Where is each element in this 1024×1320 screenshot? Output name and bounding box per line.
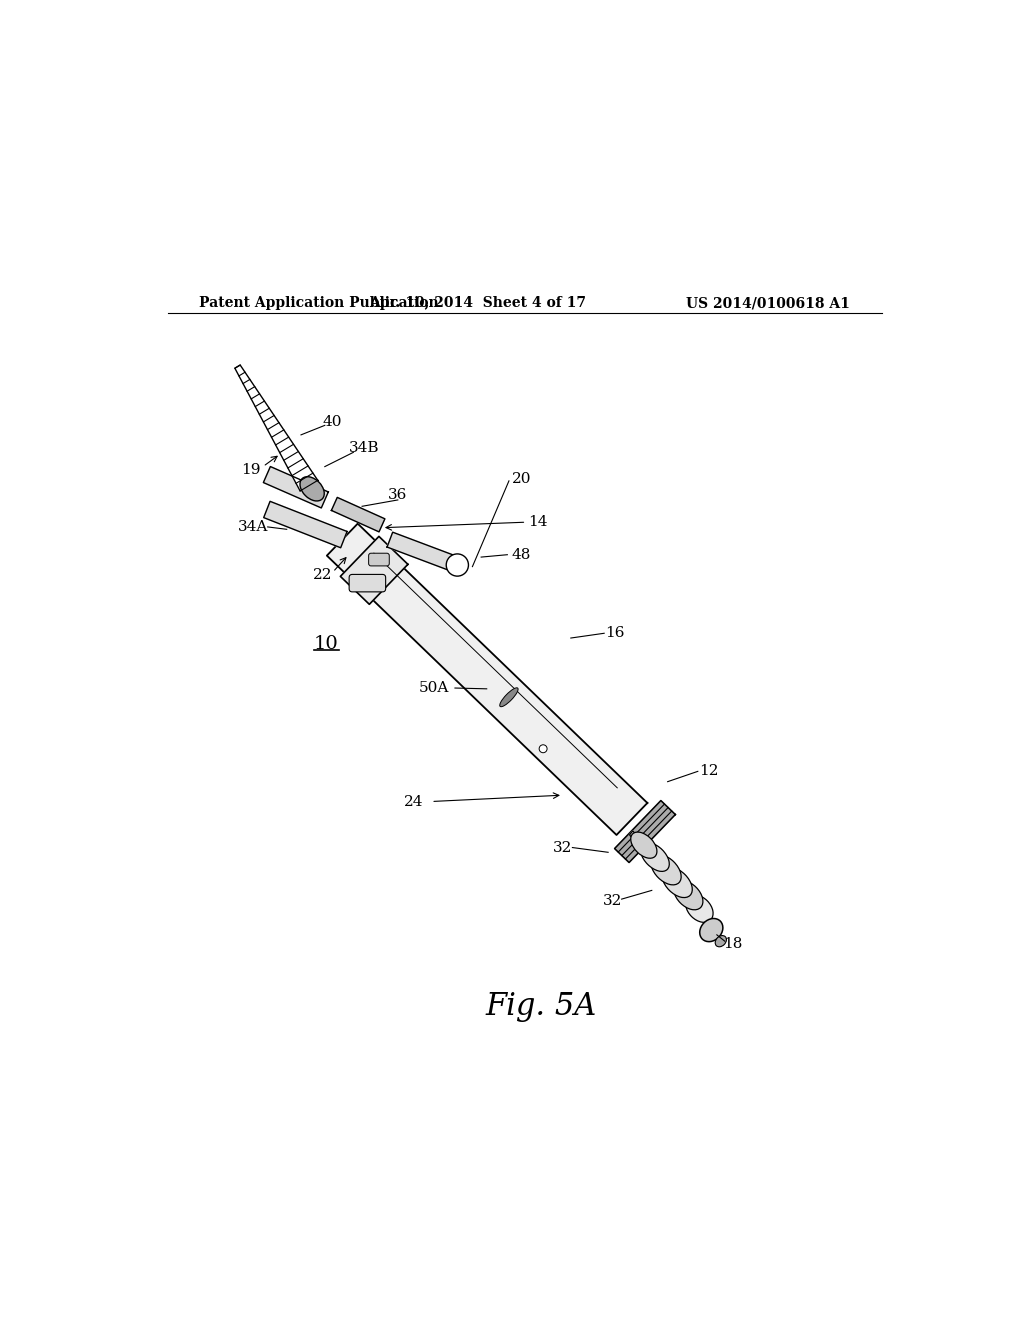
- Polygon shape: [614, 800, 676, 862]
- Text: 32: 32: [553, 841, 572, 854]
- Polygon shape: [263, 466, 329, 508]
- Polygon shape: [332, 498, 385, 532]
- Text: Apr. 10, 2014  Sheet 4 of 17: Apr. 10, 2014 Sheet 4 of 17: [369, 296, 586, 310]
- Ellipse shape: [500, 688, 518, 706]
- Ellipse shape: [651, 854, 681, 884]
- Polygon shape: [387, 532, 460, 573]
- Ellipse shape: [300, 477, 325, 502]
- Polygon shape: [264, 502, 347, 548]
- Text: 19: 19: [242, 463, 261, 477]
- Text: 14: 14: [527, 515, 547, 529]
- FancyBboxPatch shape: [349, 574, 386, 591]
- Text: US 2014/0100618 A1: US 2014/0100618 A1: [686, 296, 850, 310]
- Text: 34A: 34A: [239, 520, 268, 533]
- Text: 32: 32: [602, 894, 622, 908]
- Polygon shape: [630, 830, 641, 845]
- Text: Patent Application Publication: Patent Application Publication: [200, 296, 439, 310]
- Text: 24: 24: [403, 795, 424, 809]
- Text: 50A: 50A: [419, 681, 449, 696]
- Ellipse shape: [631, 832, 657, 858]
- Text: 16: 16: [605, 626, 625, 640]
- Circle shape: [446, 554, 468, 576]
- Ellipse shape: [663, 867, 692, 898]
- Ellipse shape: [674, 880, 702, 909]
- Text: 12: 12: [699, 764, 719, 779]
- Text: 22: 22: [312, 569, 332, 582]
- Ellipse shape: [686, 895, 713, 923]
- FancyBboxPatch shape: [369, 553, 389, 566]
- Text: 20: 20: [512, 473, 531, 486]
- Text: 34B: 34B: [349, 441, 380, 455]
- Text: Fig. 5A: Fig. 5A: [485, 991, 596, 1022]
- Text: 48: 48: [512, 548, 531, 562]
- Text: 10: 10: [314, 635, 339, 653]
- Text: 36: 36: [388, 488, 408, 502]
- Circle shape: [540, 744, 547, 752]
- Ellipse shape: [699, 919, 723, 941]
- Text: 40: 40: [323, 416, 342, 429]
- Polygon shape: [340, 536, 408, 605]
- Ellipse shape: [641, 842, 670, 871]
- Ellipse shape: [715, 936, 726, 946]
- Polygon shape: [327, 524, 647, 836]
- Text: 18: 18: [723, 937, 742, 952]
- Polygon shape: [234, 366, 317, 491]
